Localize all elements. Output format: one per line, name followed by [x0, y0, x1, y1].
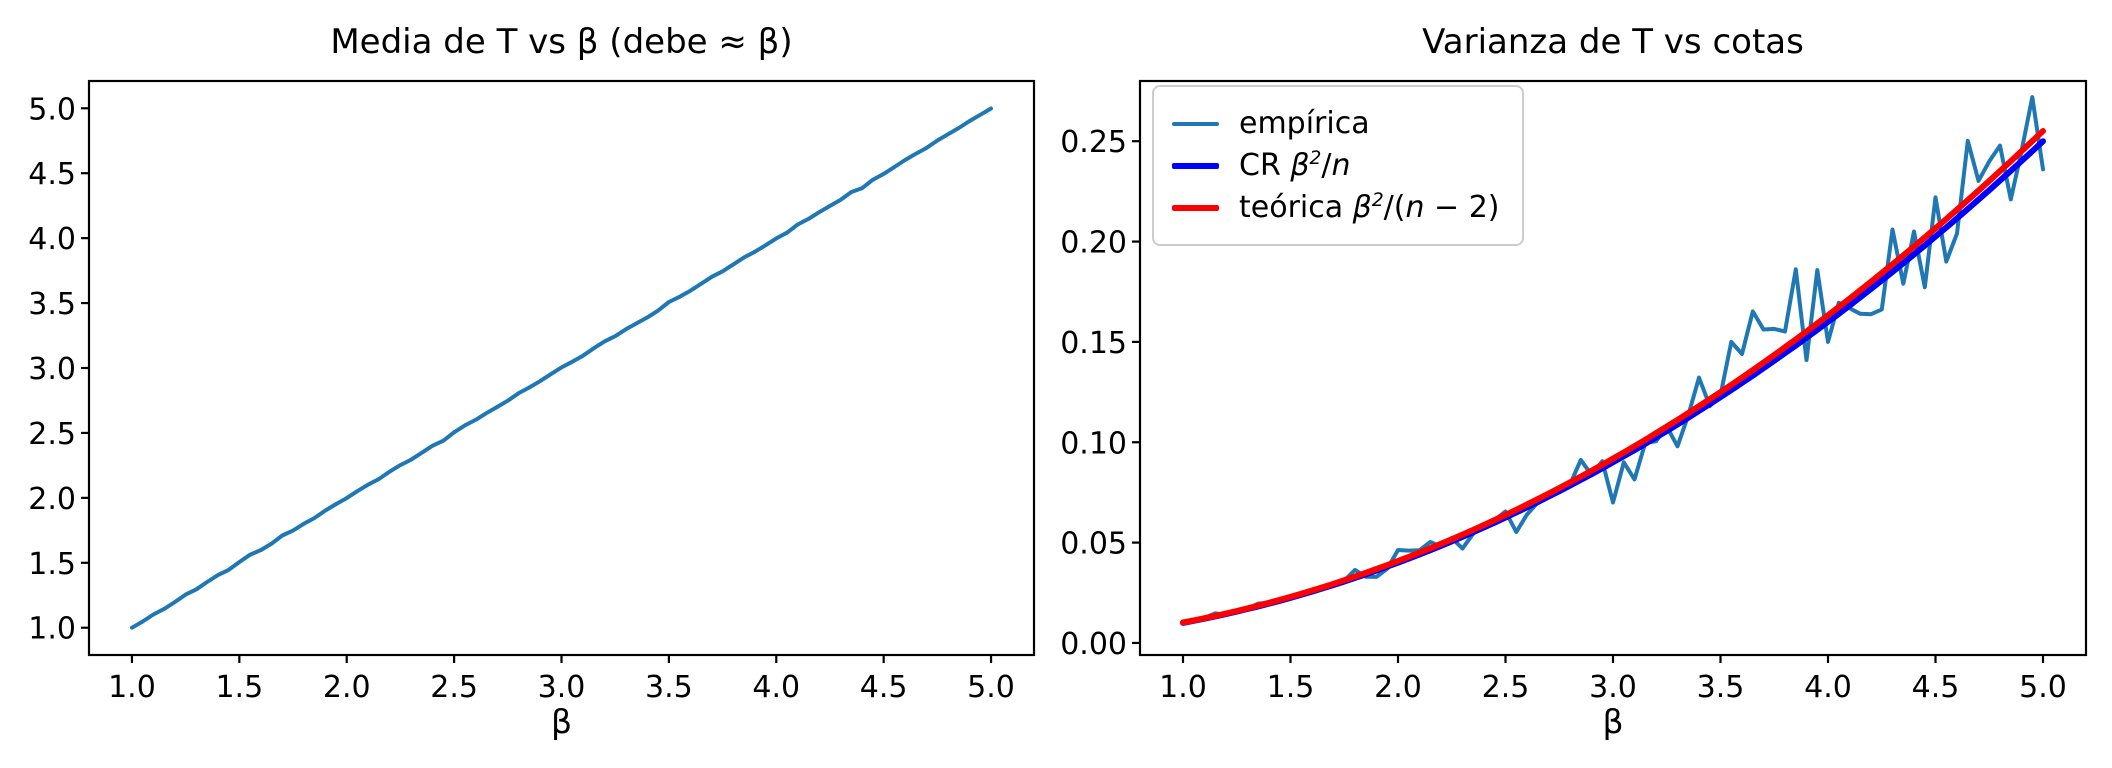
- x-tick-label: 2.0: [1374, 670, 1422, 705]
- y-tick-label: 5.0: [28, 92, 76, 127]
- x-tick-label: 1.0: [108, 670, 156, 705]
- legend-line-sample: [1172, 162, 1219, 169]
- right-chart-title: Varianza de T vs cotas: [1422, 22, 1804, 62]
- legend-item-cr: CR β2/n: [1172, 148, 1500, 183]
- legend-line-sample: [1172, 204, 1219, 211]
- teorica-line: [1180, 128, 2046, 626]
- x-tick-label: 5.0: [2019, 670, 2067, 705]
- legend-item-teorica: teórica β2/(n − 2): [1172, 190, 1500, 225]
- y-tick-label: 3.5: [28, 287, 76, 322]
- legend-label-segment: 2: [1371, 190, 1384, 211]
- legend-label-segment: empírica: [1239, 106, 1370, 141]
- x-tick-label: 2.5: [430, 670, 478, 705]
- y-tick-label: 2.5: [28, 417, 76, 452]
- legend-item-label: CR β2/n: [1239, 148, 1350, 183]
- x-tick-label: 1.5: [1267, 670, 1315, 705]
- x-tick-label: 1.5: [215, 670, 263, 705]
- y-tick-label: 0.15: [1060, 326, 1127, 361]
- right-chart-xlabel: β: [1602, 702, 1624, 741]
- legend-label-segment: teórica: [1239, 190, 1353, 225]
- legend-label-segment: − 2): [1424, 190, 1500, 225]
- left-chart-title: Media de T vs β (debe ≈ β): [330, 22, 793, 62]
- x-tick-label: 2.5: [1482, 670, 1530, 705]
- y-tick-label: 3.0: [28, 352, 76, 387]
- y-tick-label: 2.0: [28, 482, 76, 517]
- x-tick-label: 4.0: [1804, 670, 1852, 705]
- y-tick-label: 0.25: [1060, 125, 1127, 160]
- legend-item-empirica: empírica: [1172, 106, 1500, 141]
- x-tick-label: 2.0: [323, 670, 371, 705]
- legend-label-segment: /: [1321, 148, 1332, 183]
- legend-label-segment: n: [1405, 190, 1425, 225]
- x-tick-label: 4.0: [752, 670, 800, 705]
- x-tick-label: 3.0: [538, 670, 586, 705]
- x-tick-label: 3.0: [1589, 670, 1637, 705]
- legend-item-label: empírica: [1239, 106, 1370, 141]
- y-tick-label: 4.0: [28, 222, 76, 257]
- x-tick-label: 4.5: [860, 670, 908, 705]
- media-line: [130, 106, 993, 630]
- legend-label-segment: 2: [1309, 148, 1322, 169]
- y-tick-label: 1.5: [28, 547, 76, 582]
- x-tick-label: 5.0: [967, 670, 1015, 705]
- y-tick-label: 1.0: [28, 612, 76, 647]
- legend-label-segment: β: [1352, 190, 1372, 225]
- legend-label-segment: CR: [1239, 148, 1291, 183]
- y-tick-label: 4.5: [28, 157, 76, 192]
- legend-label-segment: β: [1290, 148, 1310, 183]
- y-tick-label: 0.20: [1060, 226, 1127, 261]
- legend: empírica CR β2/n teórica β2/(n − 2): [1152, 85, 1524, 246]
- y-tick-label: 0.00: [1060, 627, 1127, 662]
- left-chart-xlabel: β: [550, 702, 573, 741]
- legend-label-segment: n: [1331, 148, 1351, 183]
- x-tick-label: 4.5: [1912, 670, 1960, 705]
- x-tick-label: 1.0: [1159, 670, 1207, 705]
- x-tick-label: 3.5: [645, 670, 693, 705]
- y-tick-label: 0.05: [1060, 527, 1127, 562]
- legend-item-label: teórica β2/(n − 2): [1239, 190, 1500, 225]
- legend-label-segment: /(: [1383, 190, 1406, 225]
- legend-line-sample: [1172, 121, 1219, 126]
- x-tick-label: 3.5: [1697, 670, 1745, 705]
- y-tick-label: 0.10: [1060, 426, 1127, 461]
